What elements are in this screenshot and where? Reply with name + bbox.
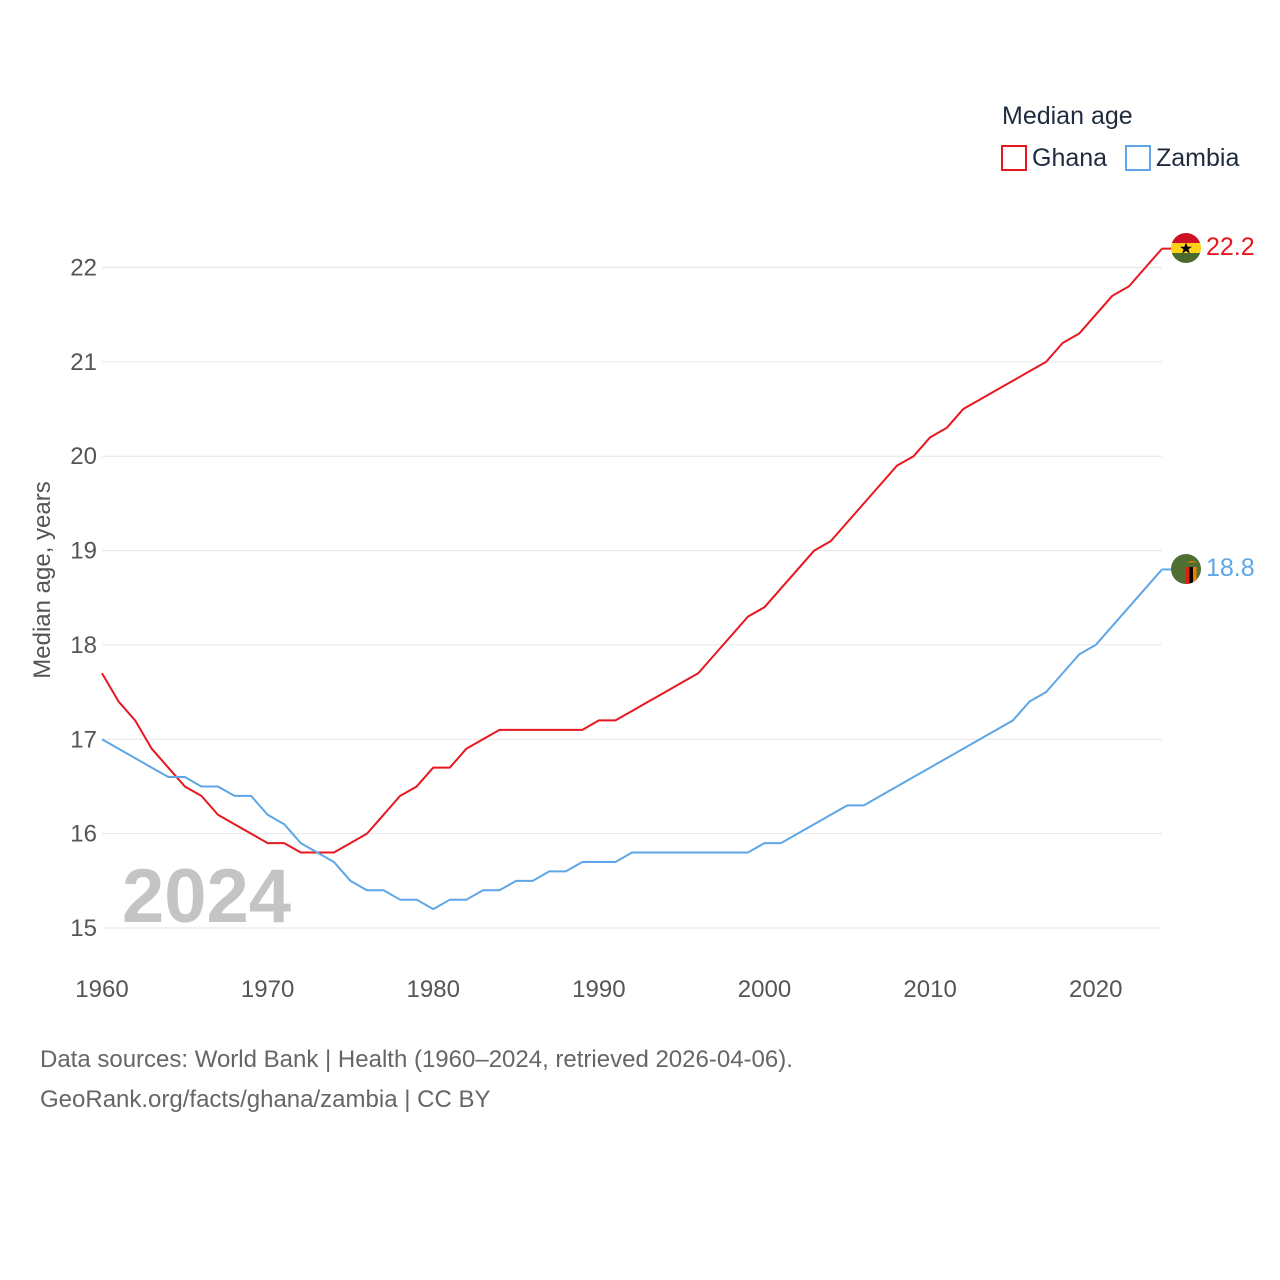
- x-axis-ticks: 1960 1970 1980 1990 2000 2010 2020: [75, 976, 1122, 1003]
- year-label: 2024: [122, 854, 291, 939]
- legend-label-ghana: Ghana: [1032, 144, 1107, 172]
- y-tick-label: 20: [70, 443, 97, 470]
- series-line-ghana: [101, 247, 1163, 854]
- legend: Median age Ghana Zambia: [1001, 102, 1239, 172]
- y-axis-title: Median age, years: [29, 481, 56, 678]
- y-tick-label: 18: [70, 632, 97, 659]
- series-line-zambia: [101, 568, 1163, 911]
- x-tick-label: 1960: [75, 976, 128, 1003]
- x-tick-label: 1990: [572, 976, 625, 1003]
- ghana-flag-icon: [1171, 233, 1201, 263]
- line-chart: 15 16 17 18 19 20 21 22 1960 1970 1980 1990 2000 201…: [29, 102, 1255, 1003]
- y-axis-ticks: 15 16 17 18 19 20 21 22: [70, 255, 97, 943]
- legend-swatch-ghana: [1001, 145, 1027, 171]
- end-label-zambia: 18.8: [1206, 554, 1255, 582]
- y-tick-label: 15: [70, 915, 97, 942]
- attribution-link[interactable]: GeoRank.org/facts/ghana/zambia | CC BY: [40, 1086, 491, 1113]
- y-tick-label: 21: [70, 349, 97, 376]
- series-lines: [101, 247, 1172, 911]
- data-sources-note: Data sources: World Bank | Health (1960–…: [40, 1046, 793, 1073]
- legend-title: Median age: [1002, 102, 1133, 130]
- legend-swatch-zambia: [1125, 145, 1151, 171]
- x-tick-label: 2010: [903, 976, 956, 1003]
- legend-label-zambia: Zambia: [1156, 144, 1239, 172]
- end-label-ghana: 22.2: [1206, 233, 1255, 261]
- zambia-flag-icon: [1171, 554, 1201, 584]
- x-tick-label: 2000: [738, 976, 791, 1003]
- x-tick-label: 2020: [1069, 976, 1122, 1003]
- y-tick-label: 19: [70, 538, 97, 565]
- x-tick-label: 1970: [241, 976, 294, 1003]
- y-tick-label: 16: [70, 821, 97, 848]
- y-tick-label: 22: [70, 255, 97, 282]
- grid-lines: [102, 267, 1162, 929]
- x-tick-label: 1980: [407, 976, 460, 1003]
- y-tick-label: 17: [70, 726, 97, 753]
